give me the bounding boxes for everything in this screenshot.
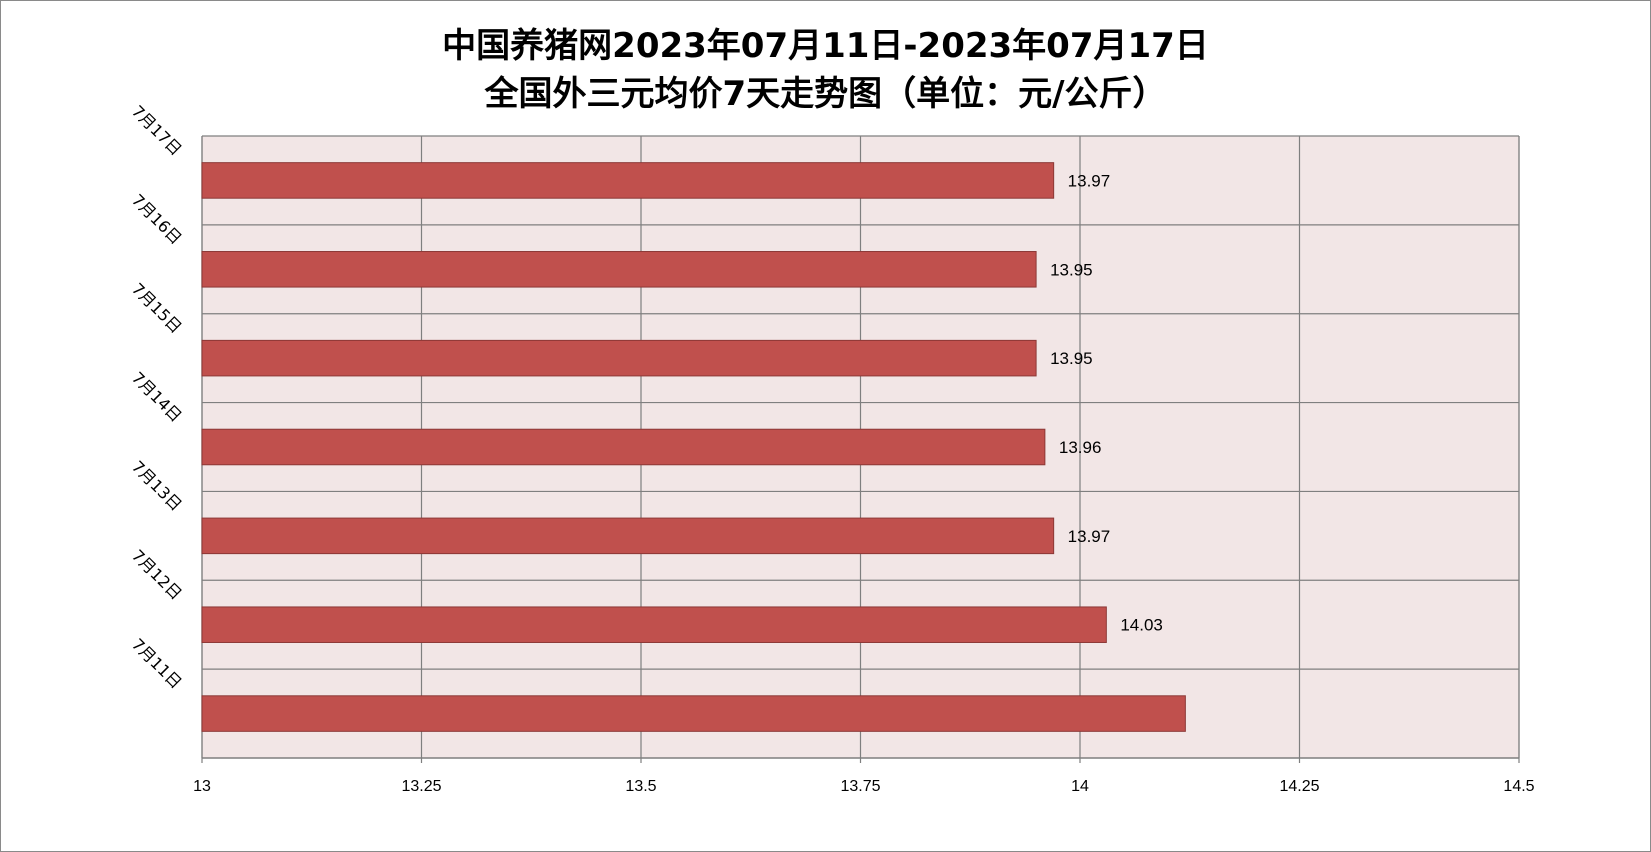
category-label: 7月12日 bbox=[128, 546, 186, 604]
bar bbox=[201, 339, 1037, 377]
category-label: 7月14日 bbox=[128, 368, 186, 426]
bar bbox=[201, 428, 1046, 466]
x-tick-label: 13.25 bbox=[401, 778, 441, 795]
category-label: 7月13日 bbox=[128, 457, 186, 515]
data-label: 14.03 bbox=[1120, 616, 1163, 635]
category-label: 7月11日 bbox=[128, 635, 186, 693]
x-tick-label: 14.25 bbox=[1279, 778, 1319, 795]
data-label: 13.97 bbox=[1068, 527, 1111, 546]
category-label: 7月16日 bbox=[128, 190, 186, 248]
bar bbox=[201, 517, 1055, 555]
bar bbox=[201, 251, 1037, 288]
category-label: 7月15日 bbox=[128, 279, 186, 337]
x-tick-label: 14 bbox=[1071, 778, 1089, 795]
chart-title-line-1: 中国养猪网2023年07月11日-2023年07月17日 bbox=[442, 26, 1209, 66]
bar bbox=[201, 162, 1055, 199]
bar bbox=[201, 606, 1107, 643]
category-label: 7月17日 bbox=[128, 102, 186, 160]
data-label: 13.97 bbox=[1068, 171, 1111, 190]
x-tick-label: 13.5 bbox=[625, 778, 656, 795]
bar bbox=[201, 695, 1186, 732]
x-tick-label: 13.75 bbox=[840, 778, 880, 795]
data-label: 13.95 bbox=[1050, 260, 1093, 279]
chart-title: 中国养猪网2023年07月11日-2023年07月17日 全国外三元均价7天走势… bbox=[0, 22, 1651, 118]
chart-title-line-2: 全国外三元均价7天走势图（单位：元/公斤） bbox=[484, 74, 1167, 114]
data-label: 13.96 bbox=[1059, 438, 1102, 457]
x-tick-label: 14.5 bbox=[1503, 778, 1534, 795]
data-label: 13.95 bbox=[1050, 349, 1093, 368]
x-tick-label: 13 bbox=[193, 778, 211, 795]
